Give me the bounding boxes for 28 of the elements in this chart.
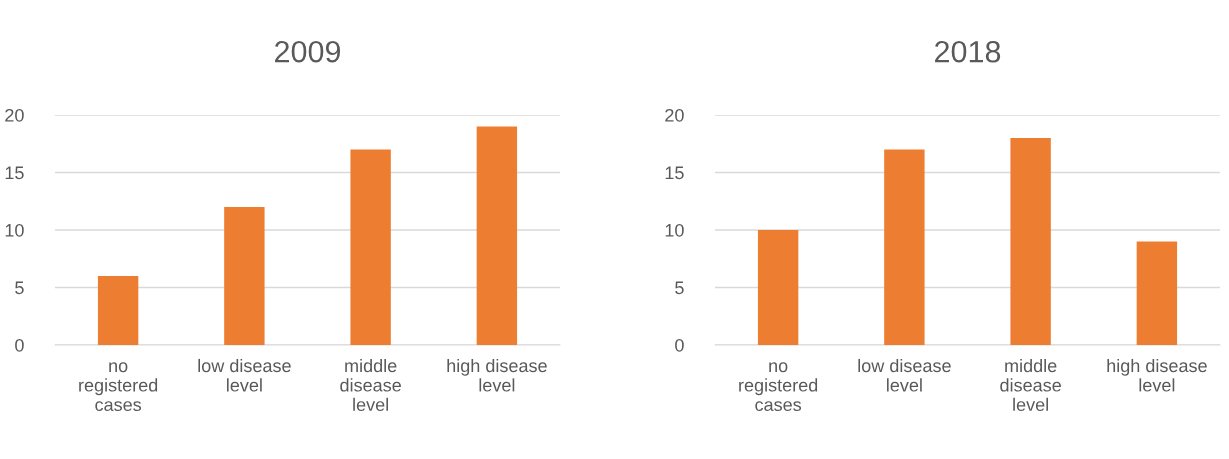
y-tick-label: 20: [665, 108, 684, 122]
x-tick-label: middle disease level: [1000, 358, 1061, 412]
y-tick-label: 15: [665, 166, 684, 180]
y-tick-label: 20: [5, 108, 24, 122]
bar: [1136, 241, 1178, 345]
chart-title: 2009: [275, 40, 341, 63]
y-tick-label: 10: [5, 223, 24, 237]
y-tick-label: 0: [675, 338, 684, 352]
y-tick-label: 15: [5, 166, 24, 180]
bar: [476, 126, 518, 345]
y-tick-label: 5: [675, 281, 684, 295]
chart-title: 2018: [935, 40, 1001, 63]
bar: [224, 207, 265, 345]
bar: [1010, 138, 1051, 345]
bar: [757, 230, 799, 345]
x-tick-label: low disease level: [198, 358, 291, 392]
x-tick-label: no registered cases: [739, 362, 818, 412]
bar: [884, 149, 925, 345]
x-tick-label: middle disease level: [340, 358, 401, 412]
y-tick-label: 0: [15, 338, 24, 352]
bar: [350, 149, 391, 345]
y-tick-label: 5: [15, 281, 24, 295]
x-tick-label: low disease level: [858, 358, 951, 392]
x-tick-label: high disease level: [1107, 358, 1207, 392]
x-tick-label: no registered cases: [79, 362, 158, 412]
x-tick-label: high disease level: [447, 358, 547, 392]
y-tick-label: 10: [665, 223, 684, 237]
bar: [97, 276, 139, 345]
